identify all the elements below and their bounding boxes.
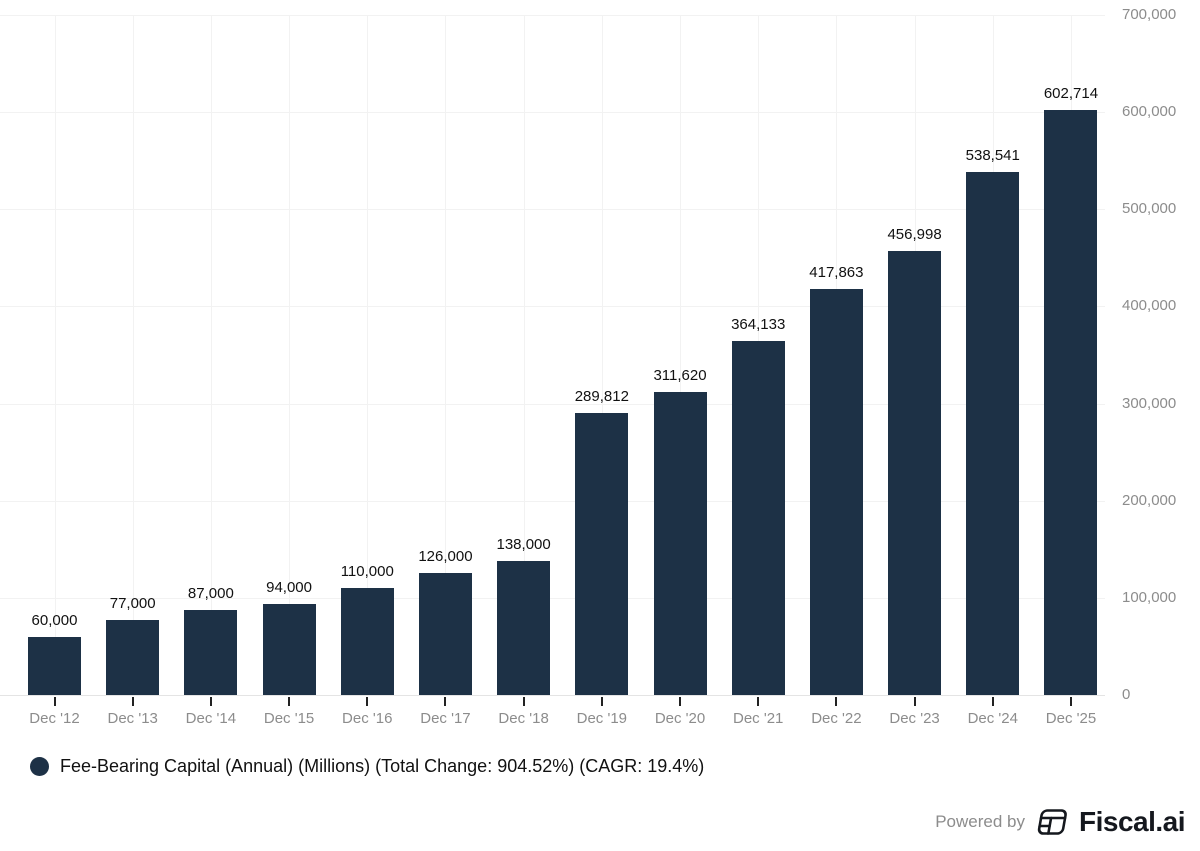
x-axis-tick	[522, 697, 525, 706]
bar[interactable]	[731, 341, 785, 695]
legend[interactable]: Fee-Bearing Capital (Annual) (Millions) …	[30, 756, 704, 777]
bar-value-label: 456,998	[887, 226, 942, 244]
x-axis-tick-label: Dec '12	[29, 710, 80, 727]
bar[interactable]	[184, 610, 238, 695]
gridline-vertical	[367, 15, 369, 695]
x-axis-tick-label: Dec '18	[498, 710, 549, 727]
x-axis-tick	[209, 697, 212, 706]
gridline-horizontal	[0, 209, 1105, 211]
y-axis-tick-label: 300,000	[1122, 394, 1177, 412]
x-axis-tick	[131, 697, 134, 706]
bar-value-label: 110,000	[340, 563, 394, 581]
bar[interactable]	[653, 392, 707, 695]
gridline-vertical	[445, 15, 447, 695]
bar[interactable]	[966, 171, 1020, 695]
gridline-horizontal	[0, 403, 1105, 405]
bar[interactable]	[809, 289, 863, 695]
x-axis-tick	[913, 697, 916, 706]
gridline-vertical	[210, 15, 212, 695]
x-axis-tick-label: Dec '15	[263, 710, 315, 727]
x-axis-line	[0, 695, 1105, 696]
x-axis-tick	[288, 697, 291, 706]
bar-value-label: 138,000	[496, 535, 551, 553]
gridline-vertical	[132, 15, 134, 695]
y-axis-tick-label: 400,000	[1122, 297, 1177, 315]
y-axis-tick-label: 200,000	[1122, 491, 1177, 509]
bar[interactable]	[28, 636, 81, 695]
gridline-vertical	[54, 15, 56, 695]
x-axis-tick	[444, 697, 447, 706]
bar-value-label: 87,000	[187, 585, 234, 603]
gridline-horizontal	[0, 597, 1105, 599]
x-axis-tick-label: Dec '14	[185, 710, 237, 727]
x-axis-tick-label: Dec '19	[576, 710, 628, 727]
x-axis-tick-label: Dec '20	[654, 710, 706, 727]
x-axis-tick	[1069, 697, 1072, 706]
legend-marker-icon	[30, 757, 49, 776]
gridline-vertical	[289, 15, 291, 695]
bar-value-label: 289,812	[574, 388, 629, 406]
x-axis-tick	[991, 697, 994, 706]
x-axis-tick-label: Dec '21	[733, 710, 784, 727]
x-axis-tick-label: Dec '13	[107, 710, 158, 727]
bar[interactable]	[888, 251, 942, 695]
bar-value-label: 602,714	[1043, 84, 1099, 102]
x-axis-tick-label: Dec '22	[811, 710, 862, 727]
bar-value-label: 538,541	[965, 146, 1020, 164]
bar[interactable]	[497, 560, 551, 695]
gridline-vertical	[601, 15, 603, 695]
bar-value-label: 77,000	[109, 595, 156, 613]
bar[interactable]	[262, 603, 316, 695]
y-axis-tick-label: 0	[1122, 686, 1131, 703]
gridline-vertical	[523, 15, 525, 695]
bar[interactable]	[1044, 109, 1098, 695]
bar-value-label: 364,133	[731, 316, 786, 334]
x-axis-tick-label: Dec '17	[420, 710, 471, 727]
legend-label: Fee-Bearing Capital (Annual) (Millions) …	[60, 756, 705, 776]
y-axis-tick-label: 600,000	[1122, 103, 1177, 121]
powered-by-label: Powered by	[935, 812, 1025, 831]
bar-value-label: 60,000	[31, 611, 78, 629]
gridline-horizontal	[0, 112, 1105, 114]
fiscal-ai-logo-icon	[1037, 809, 1067, 835]
x-axis-tick	[679, 697, 682, 706]
x-axis-tick-label: Dec '24	[967, 710, 1018, 727]
x-axis-tick	[600, 697, 603, 706]
brand-name: Fiscal.ai	[1078, 806, 1186, 837]
bar[interactable]	[340, 588, 394, 695]
x-axis-tick-label: Dec '25	[1045, 710, 1097, 727]
gridline-horizontal	[0, 15, 1105, 16]
powered-by-footer[interactable]: Powered by Fiscal.ai	[935, 806, 1185, 838]
bar-value-label: 311,620	[653, 367, 707, 385]
gridline-horizontal	[0, 306, 1105, 308]
x-axis-tick	[53, 697, 56, 706]
bar[interactable]	[106, 620, 160, 695]
x-axis-tick	[366, 697, 369, 706]
bar-value-label: 417,863	[809, 264, 864, 282]
gridline-vertical	[680, 15, 682, 695]
y-axis-tick-label: 700,000	[1122, 6, 1177, 23]
x-axis-tick	[835, 697, 838, 706]
gridline-horizontal	[0, 500, 1105, 502]
x-axis-tick-label: Dec '23	[889, 710, 940, 727]
x-axis-tick	[757, 697, 760, 706]
bar-value-label: 94,000	[266, 578, 312, 596]
x-axis-tick-label: Dec '16	[342, 710, 393, 727]
bar[interactable]	[575, 413, 629, 695]
bar-value-label: 126,000	[418, 547, 473, 565]
bar[interactable]	[418, 572, 472, 695]
y-axis-tick-label: 500,000	[1122, 200, 1177, 218]
y-axis-tick-label: 100,000	[1122, 588, 1177, 606]
